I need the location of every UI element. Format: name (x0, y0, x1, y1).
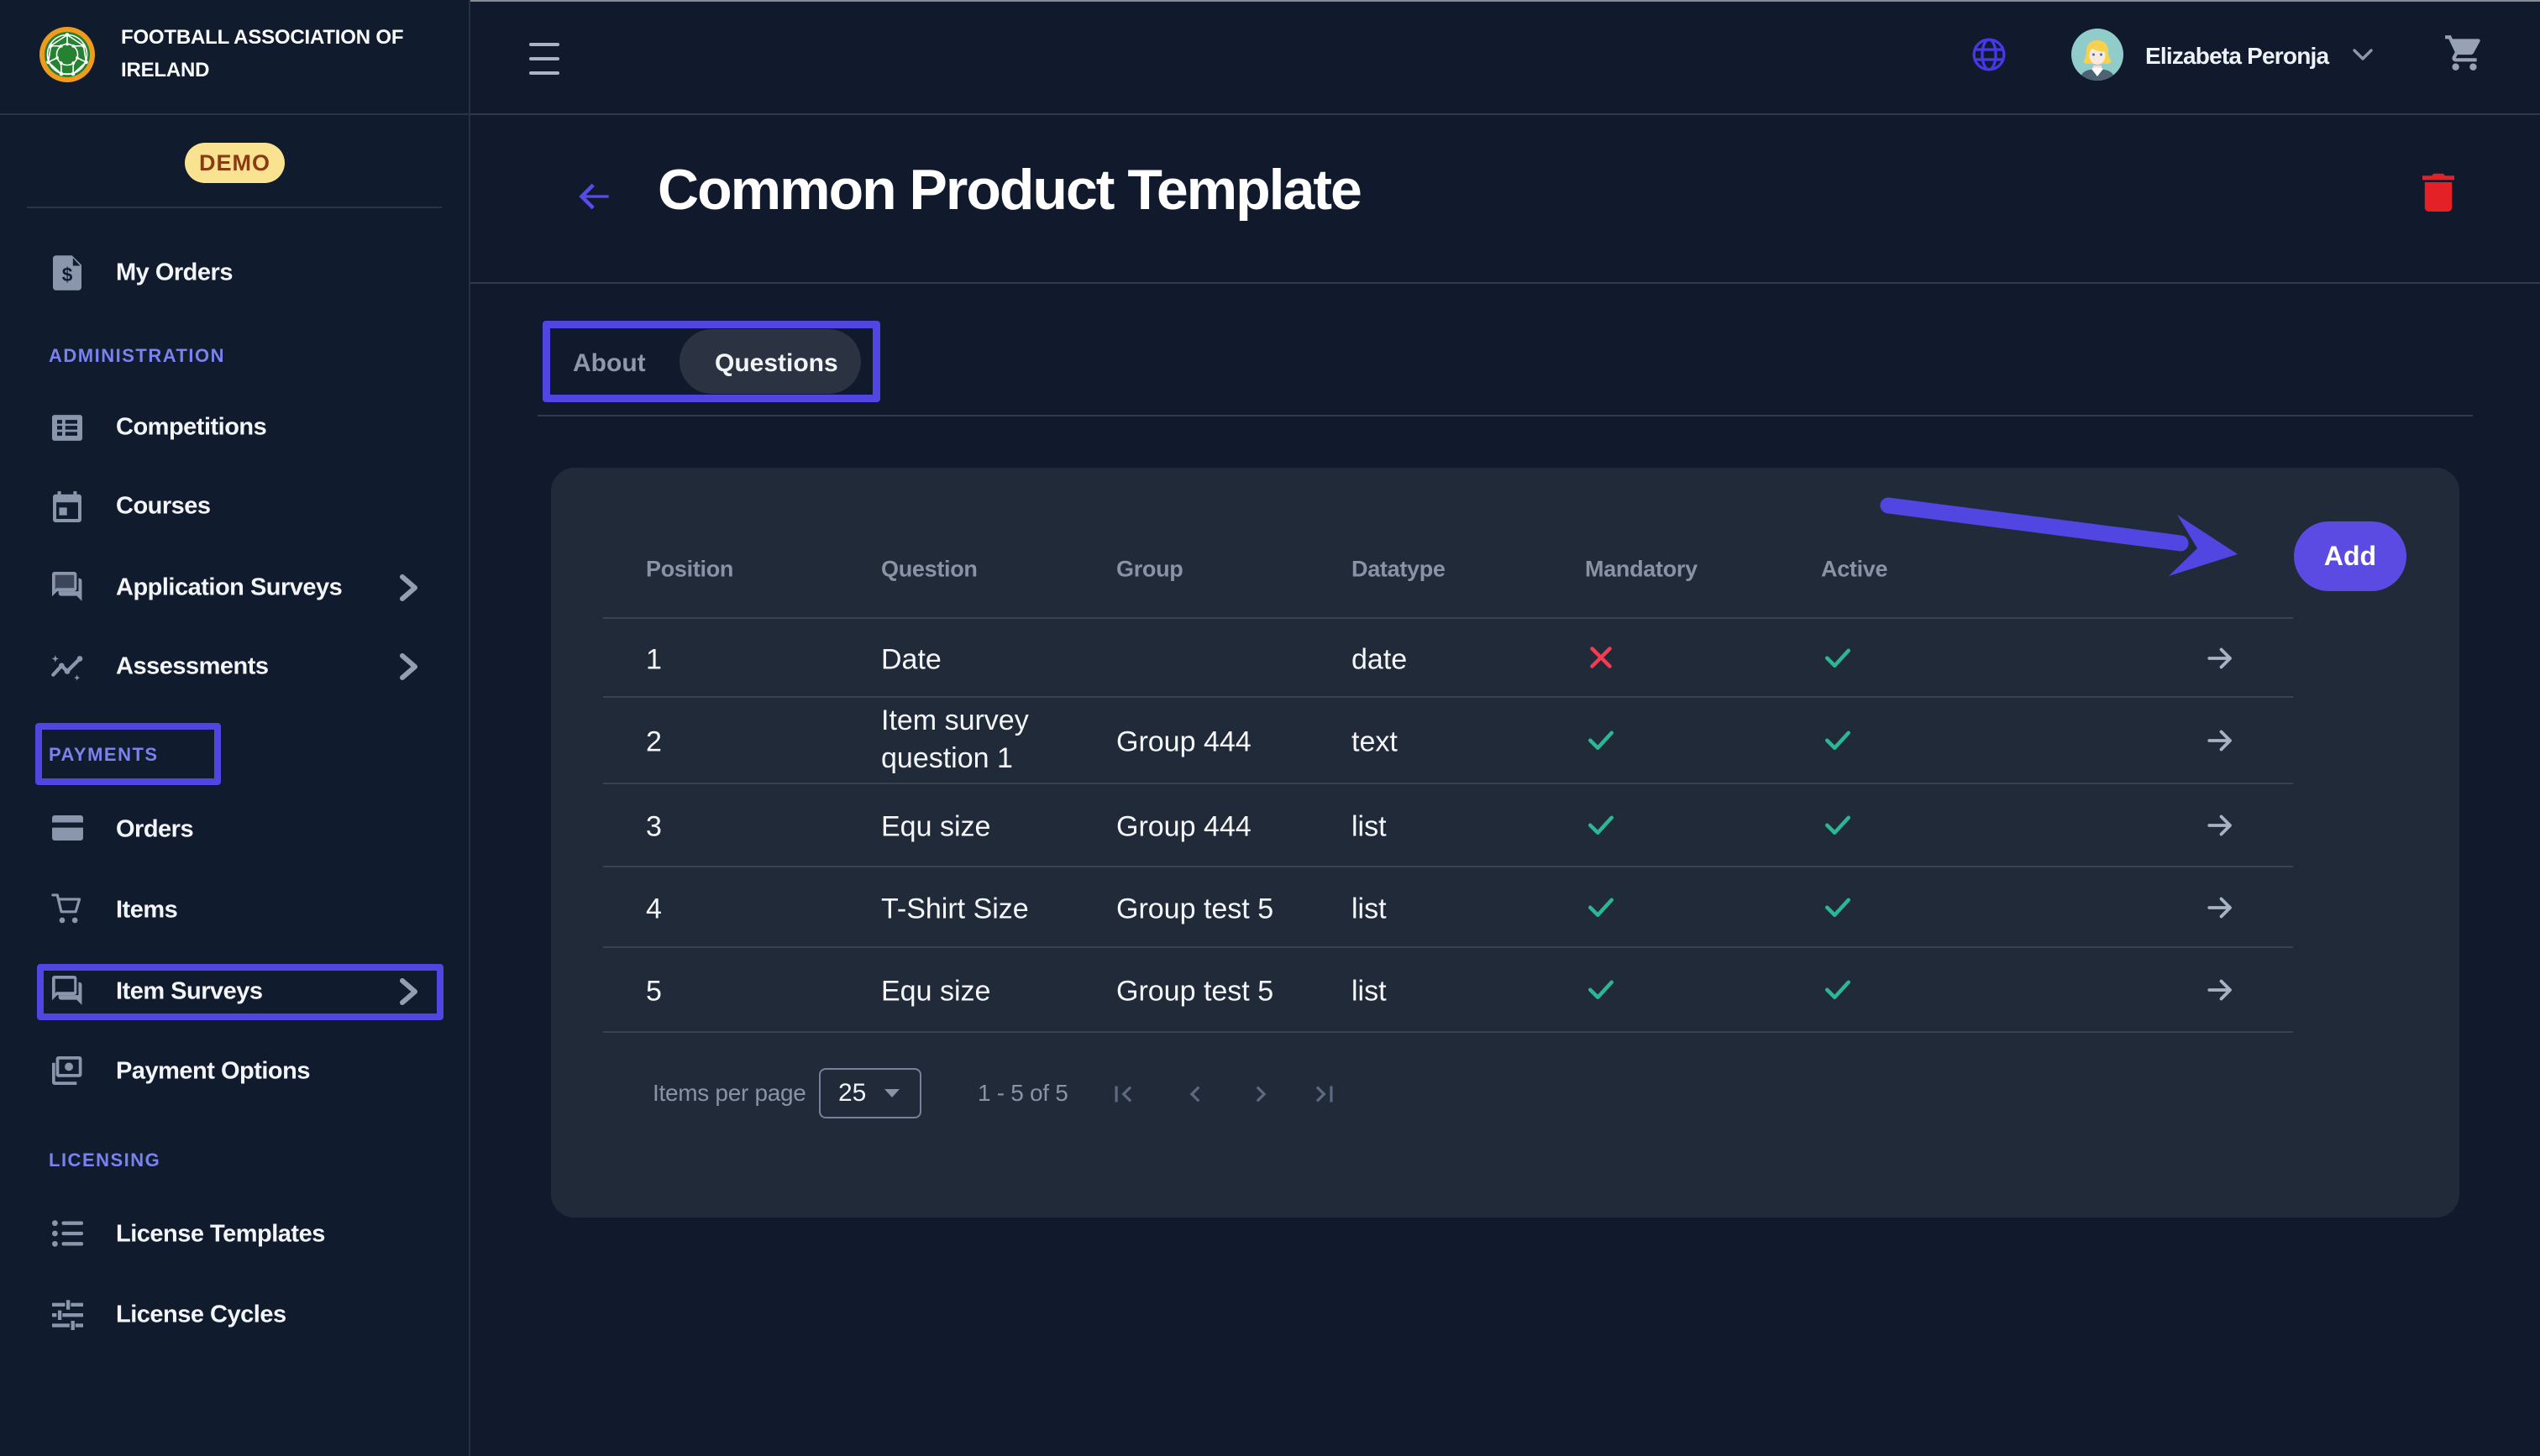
svg-text:$: $ (62, 264, 73, 285)
